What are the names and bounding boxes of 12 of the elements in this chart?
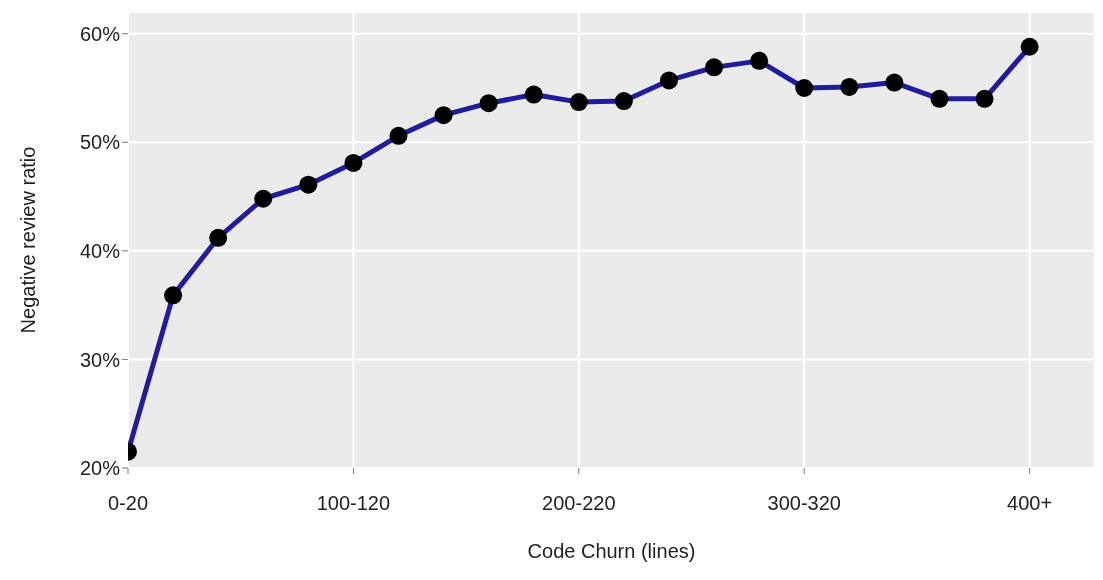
y-tick-label: 30% (79, 348, 121, 371)
x-tick-label: 200-220 (542, 492, 616, 515)
x-axis-title: Code Churn (lines) (527, 540, 696, 562)
x-tick-label: 0-20 (107, 492, 149, 515)
y-tick-label: 20% (79, 457, 121, 480)
y-tick-label: 60% (79, 22, 121, 45)
x-tick-label: 100-120 (316, 492, 391, 515)
x-tick-label: 300-320 (767, 492, 841, 515)
x-tick-label: 400+ (1007, 492, 1053, 515)
y-axis-title: Negative review ratio (17, 146, 40, 334)
y-tick-label: 40% (79, 239, 121, 262)
y-tick-label: 50% (79, 131, 121, 154)
